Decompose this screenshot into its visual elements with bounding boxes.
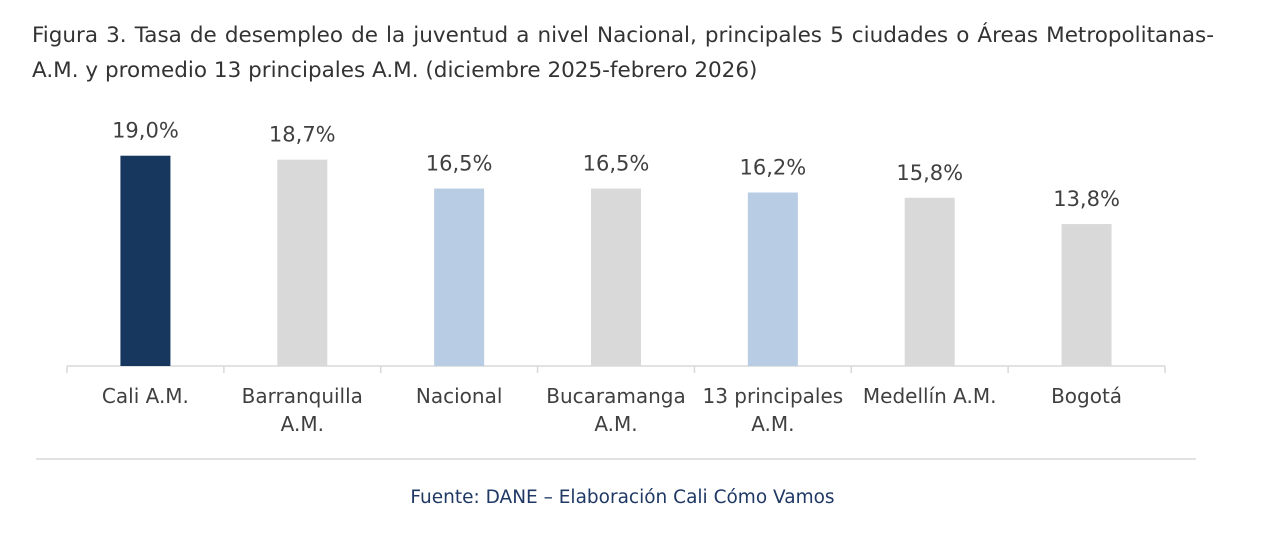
bar xyxy=(120,155,171,366)
value-label: 15,8% xyxy=(896,161,963,185)
bar xyxy=(747,192,798,366)
x-tick-label: Cali A.M. xyxy=(101,384,189,408)
bar xyxy=(434,188,485,366)
bar xyxy=(1061,224,1112,366)
value-label: 19,0% xyxy=(112,119,179,143)
bar xyxy=(591,188,641,366)
x-tick-label: Nacional xyxy=(415,384,503,408)
chart-title: Figura 3. Tasa de desempleo de la juvent… xyxy=(32,23,1214,83)
value-label: 16,2% xyxy=(739,156,806,180)
x-tick-label: Bogotá xyxy=(1051,384,1123,408)
value-label: 13,8% xyxy=(1053,187,1120,211)
value-label: 16,5% xyxy=(426,152,493,176)
x-tick-label: Barranquilla A.M. xyxy=(241,384,363,436)
bar xyxy=(277,159,328,366)
x-tick-label: Bucaramanga A.M. xyxy=(546,384,686,436)
bar xyxy=(904,197,955,366)
x-tick-label: Medellín A.M. xyxy=(862,384,997,408)
value-label: 18,7% xyxy=(269,123,336,147)
x-tick-label: 13 principales A.M. xyxy=(702,384,844,436)
value-label: 16,5% xyxy=(583,152,650,176)
source-note: Fuente: DANE – Elaboración Cali Cómo Vam… xyxy=(410,487,835,508)
